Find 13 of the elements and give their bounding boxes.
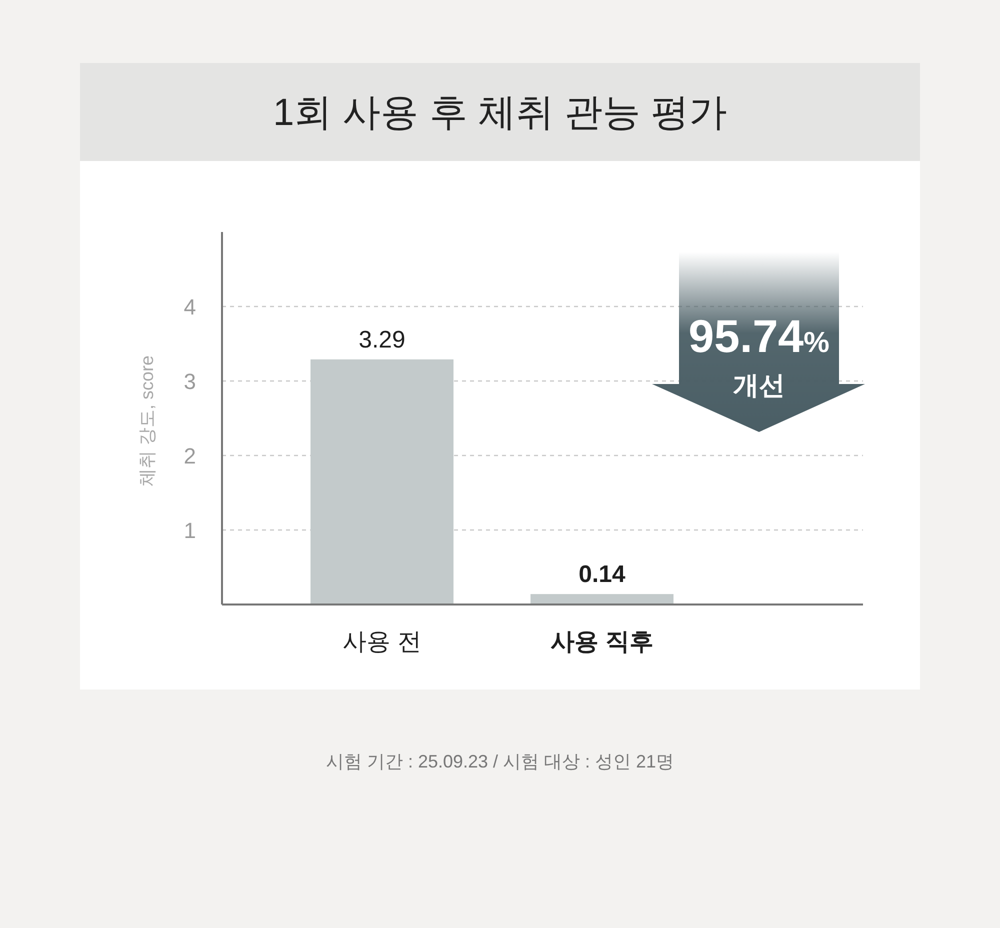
chart-title: 1회 사용 후 체취 관능 평가 xyxy=(273,92,727,134)
data-label: 0.14 xyxy=(578,561,626,588)
y-tick-label: 1 xyxy=(184,518,196,543)
data-label: 3.29 xyxy=(358,326,406,354)
annotation: 95.74% xyxy=(688,310,830,362)
x-tick-label: 사용 직후 xyxy=(550,628,654,656)
y-tick-label: 4 xyxy=(184,294,196,320)
y-axis-title: 체취 강도, score xyxy=(137,355,157,487)
y-tick-label: 2 xyxy=(184,444,196,468)
x-tick-label: 사용 전 xyxy=(342,628,422,656)
text: 시험 기간 : 25.09.23 / 시험 대상 : 성인 21명 xyxy=(326,752,674,772)
y-tick-label: 3 xyxy=(184,369,196,394)
annotation: 개선 xyxy=(733,370,785,400)
